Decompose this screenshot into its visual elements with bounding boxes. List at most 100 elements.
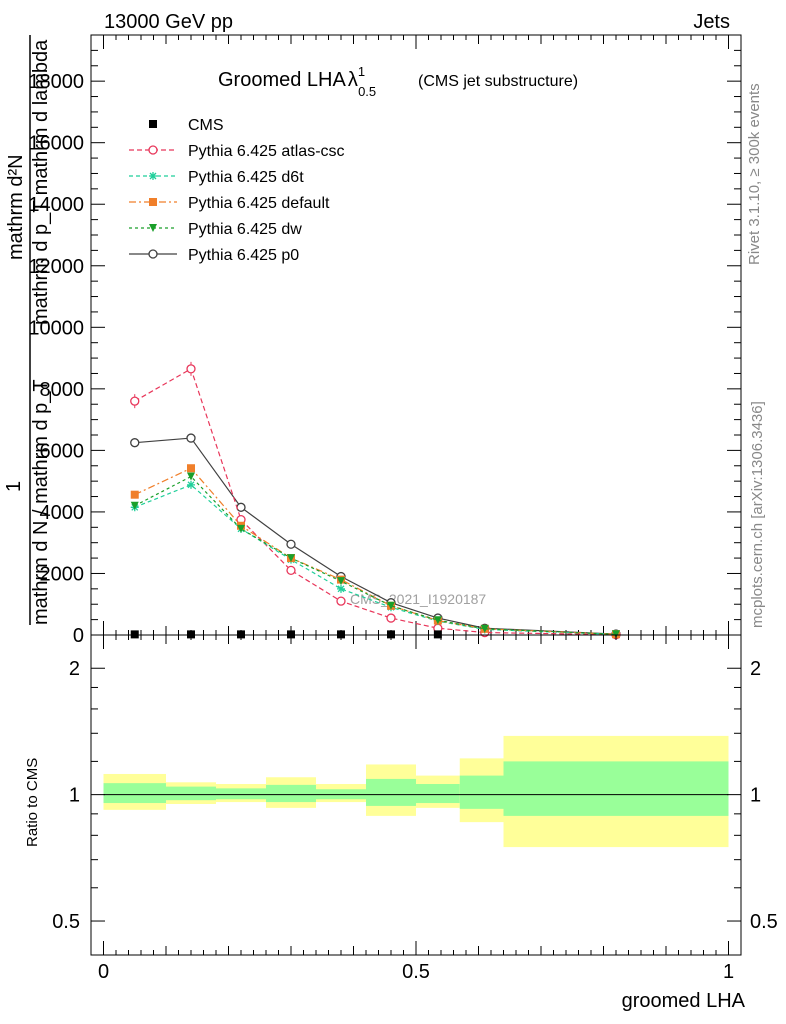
ratio-inner-band	[216, 788, 266, 800]
data-point	[337, 584, 345, 593]
ratio-y-ticks: 0.5 0.5 1 1 2 2	[52, 658, 778, 933]
ratio-panel: 0.5 0.51 12 2 0 0.5 1 Ratio to CMS groomed LH…	[24, 634, 778, 1012]
legend-label: Pythia 6.425 default	[188, 195, 330, 212]
data-point	[287, 630, 295, 639]
ratio-y-tick-label-right: 0.5	[750, 911, 778, 933]
main-y-tick-label: 10000	[28, 317, 84, 339]
legend-item: Pythia 6.425 default	[129, 195, 330, 212]
plot-title: Groomed LHA λ1 0.5	[218, 64, 376, 99]
ratio-x-ticks: 0 0.5 1	[98, 635, 734, 983]
plot-subtitle: (CMS jet substructure)	[418, 73, 578, 90]
main-y-ticks: 0 2000 4000 6000 8000 10000 12000 14000 16000 180…	[28, 49, 741, 647]
data-point	[387, 630, 395, 639]
legend-marker	[148, 145, 158, 155]
series-line	[134, 475, 617, 635]
main-y-tick-label: 6000	[40, 440, 85, 462]
data-point	[336, 596, 346, 606]
data-point	[286, 565, 296, 576]
ratio-inner-band	[416, 784, 460, 804]
data-point	[186, 433, 196, 443]
data-point	[286, 539, 296, 549]
series-5	[130, 433, 621, 639]
data-point	[387, 601, 395, 610]
series-1	[130, 361, 621, 640]
main-y-tick-label: 4000	[40, 502, 85, 524]
series-line	[134, 484, 617, 635]
ratio-x-tick-label: 0.5	[402, 961, 430, 983]
legend-label: CMS	[188, 117, 224, 134]
data-point	[130, 438, 140, 448]
main-y-tick-label: 18000	[28, 71, 84, 93]
ratio-x-tick-label: 0	[98, 961, 109, 983]
data-point	[130, 490, 139, 499]
data-point	[187, 630, 195, 639]
ratio-y-tick-label-right: 1	[750, 785, 761, 807]
data-point	[480, 624, 489, 633]
ratio-y-tick-label-right: 2	[750, 658, 761, 680]
data-point	[187, 464, 195, 473]
ratio-inner-band	[103, 783, 166, 804]
main-y-tick-label: 16000	[28, 133, 84, 155]
data-point	[237, 630, 245, 639]
legend-label: Pythia 6.425 d6t	[188, 169, 304, 186]
x-axis-label: groomed LHA	[622, 990, 746, 1012]
mcplots-reference-text: mcplots.cern.ch [arXiv:1306.3436]	[749, 401, 766, 628]
legend-item: Pythia 6.425 atlas-csc	[129, 143, 345, 160]
legend: CMS Pythia 6.425 atlas-csc Pythia 6.425 d6…	[129, 117, 345, 264]
legend-marker	[148, 249, 158, 259]
data-point	[186, 364, 196, 374]
ratio-inner-band	[503, 761, 729, 816]
main-series	[130, 361, 621, 640]
analysis-watermark: CMS_2021_I1920187	[350, 591, 486, 607]
data-point	[386, 613, 396, 623]
data-point	[130, 396, 140, 406]
main-y-label: mathrm d²N mathrm d p_T mathrm d lambda …	[3, 35, 52, 625]
main-y-tick-label: 0	[73, 625, 84, 647]
data-point	[187, 480, 195, 489]
ratio-inner-band	[166, 786, 216, 801]
data-point	[337, 630, 345, 639]
ratio-x-tick-label: 1	[723, 961, 734, 983]
ratio-inner-band	[266, 784, 316, 803]
ratio-y-label: Ratio to CMS	[24, 758, 41, 847]
legend-marker	[149, 172, 157, 180]
legend-marker	[149, 120, 157, 128]
ratio-y-tick-label: 1	[69, 785, 80, 807]
legend-item: Pythia 6.425 dw	[129, 221, 302, 238]
legend-marker	[149, 224, 157, 232]
data-point	[187, 472, 195, 481]
rivet-version-text: Rivet 3.1.10, ≥ 300k events	[746, 83, 763, 265]
ratio-inner-band	[459, 775, 504, 809]
main-y-tick-label: 14000	[28, 194, 84, 216]
main-panel: 0 2000 4000 6000 8000 10000 12000 14000 16000 180…	[3, 34, 742, 647]
legend-label: Pythia 6.425 p0	[188, 247, 299, 264]
ylabel-line-1: mathrm d²N	[5, 154, 27, 260]
data-point	[130, 630, 139, 639]
ratio-y-tick-label: 0.5	[52, 911, 80, 933]
header-right: Jets	[693, 11, 730, 33]
data-point	[612, 630, 620, 639]
series-2	[130, 480, 620, 639]
series-3	[130, 464, 620, 639]
legend-item: Pythia 6.425 p0	[129, 247, 299, 264]
legend-label: Pythia 6.425 dw	[188, 221, 302, 238]
legend-item: CMS	[149, 117, 224, 134]
series-0	[130, 630, 442, 639]
main-y-tick-label: 12000	[28, 256, 84, 278]
ylabel-line-3: 1	[3, 481, 25, 492]
main-y-tick-label: 2000	[40, 563, 85, 585]
data-point	[236, 502, 246, 512]
legend-label: Pythia 6.425 atlas-csc	[188, 143, 345, 160]
data-point	[237, 524, 245, 533]
ratio-inner-band	[366, 778, 416, 806]
main-y-tick-label: 8000	[40, 379, 85, 401]
ratio-y-tick-label: 2	[69, 658, 80, 680]
data-point	[433, 616, 442, 625]
data-point	[130, 501, 139, 510]
series-4	[130, 472, 620, 639]
data-point	[337, 577, 345, 586]
ylabel-line-4: mathrm d N / mathrm d p_T	[30, 379, 52, 625]
data-point	[433, 630, 442, 639]
legend-item: Pythia 6.425 d6t	[129, 169, 304, 186]
